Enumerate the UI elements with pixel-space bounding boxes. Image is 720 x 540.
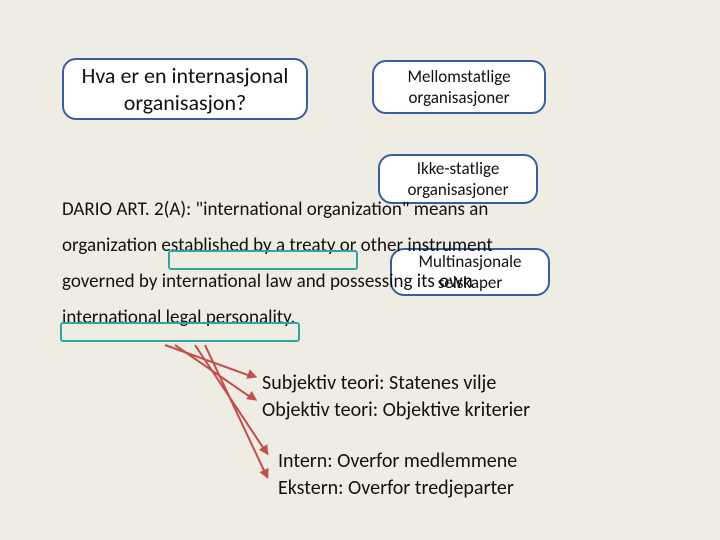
- bullet-line: Ekstern: Overfor tredjeparter: [278, 475, 517, 502]
- main-question-text: Hva er en internasjonal organisasjon?: [74, 62, 296, 117]
- mellomstatlige-box: Mellomstatlige organisasjoner: [372, 60, 546, 114]
- arrow-head-icon: [246, 369, 259, 382]
- bullet-line: Objektiv teori: Objektive kriterier: [262, 397, 530, 424]
- main-question-box: Hva er en internasjonal organisasjon?: [62, 58, 308, 120]
- paragraph-line: DARIO ART. 2(A): "international organiza…: [62, 192, 602, 228]
- theory-bullets: Subjektiv teori: Statenes viljeObjektiv …: [262, 370, 530, 424]
- mellomstatlige-text: Mellomstatlige organisasjoner: [382, 66, 536, 109]
- bullet-line: Subjektiv teori: Statenes vilje: [262, 370, 530, 397]
- arrow-head-icon: [246, 391, 260, 405]
- scope-bullets: Intern: Overfor medlemmeneEkstern: Overf…: [278, 448, 517, 502]
- arrow-head-icon: [260, 468, 273, 481]
- underline-treaty: [168, 250, 358, 270]
- arrow-line: [204, 345, 265, 473]
- underline-personality: [60, 322, 300, 342]
- bullet-line: Intern: Overfor medlemmene: [278, 448, 517, 475]
